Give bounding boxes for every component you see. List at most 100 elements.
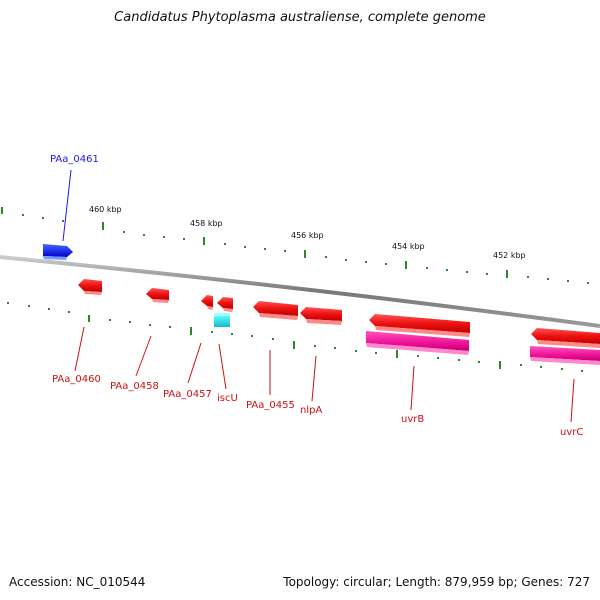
gene-nlpA[interactable]: [300, 307, 342, 325]
tick-major: [304, 250, 306, 258]
tick: [123, 231, 125, 233]
tick: [466, 271, 468, 273]
tick: [486, 273, 488, 275]
gene-leader-PAa_0461: [62, 169, 72, 242]
gene-PAa_0458[interactable]: [146, 288, 169, 303]
tick: [437, 357, 439, 359]
tick: [325, 256, 327, 258]
tick-major: [190, 327, 192, 335]
accession-text: Accession: NC_010544: [9, 575, 146, 589]
tick: [284, 250, 286, 252]
tick-major: [506, 270, 508, 278]
tick-major: [88, 315, 90, 322]
tick: [231, 333, 233, 335]
ruler-label-454: 454 kbp: [392, 242, 425, 251]
gene-uvrB[interactable]: [369, 314, 470, 337]
tick: [272, 338, 274, 340]
inner-tick-ruler: [7, 302, 583, 372]
tick: [149, 324, 151, 326]
domain-uvrB[interactable]: [366, 331, 469, 355]
gene-label-PAa_0461[interactable]: PAa_0461: [50, 154, 99, 165]
gene-PAa_0461[interactable]: [43, 244, 73, 260]
tick-major: [203, 237, 205, 245]
gene-leader-iscU: [218, 343, 227, 390]
tick-major: [405, 261, 407, 269]
gene-label-iscU[interactable]: iscU: [217, 393, 238, 404]
tick: [417, 355, 419, 357]
gene-leader-PAa_0458: [135, 335, 152, 377]
tick: [169, 326, 171, 328]
tick: [68, 311, 70, 313]
gene-label-nlpA[interactable]: nlpA: [300, 405, 322, 416]
tick: [334, 347, 336, 349]
gene-label-uvrC[interactable]: uvrC: [560, 427, 583, 438]
genome-stats-text: Topology: circular; Length: 879,959 bp; …: [283, 575, 590, 589]
tick: [183, 238, 185, 240]
feature-iscU-cyan[interactable]: [214, 313, 230, 327]
ruler-label-456: 456 kbp: [291, 231, 324, 240]
tick: [129, 321, 131, 323]
tick: [446, 269, 448, 271]
gene-PAa_0457[interactable]: [201, 295, 213, 310]
tick-major: [293, 341, 295, 349]
tick: [520, 364, 522, 366]
tick-major: [1, 207, 3, 214]
tick: [244, 246, 246, 248]
gene-label-PAa_0455[interactable]: PAa_0455: [246, 400, 295, 411]
tick: [385, 263, 387, 265]
tick: [587, 282, 589, 284]
tick: [42, 217, 44, 219]
gene-iscU[interactable]: [217, 297, 233, 312]
gene-leader-uvrC: [570, 378, 575, 423]
gene-PAa_0460[interactable]: [78, 279, 102, 295]
ruler-label-452: 452 kbp: [493, 251, 526, 260]
gene-leader-lines: [74, 326, 575, 423]
tick: [458, 359, 460, 361]
tick-major: [102, 222, 104, 230]
tick: [251, 335, 253, 337]
gene-leader-PAa_0457: [187, 342, 202, 384]
tick: [345, 259, 347, 261]
tick: [62, 220, 64, 222]
tick: [561, 368, 563, 370]
gene-label-uvrB[interactable]: uvrB: [401, 414, 424, 425]
tick-major: [396, 350, 398, 358]
tick: [109, 319, 111, 321]
tick: [365, 261, 367, 263]
tick: [547, 278, 549, 280]
outer-tick-ruler: [1, 207, 589, 284]
tick: [48, 308, 50, 310]
ruler-label-458: 458 kbp: [190, 219, 223, 228]
tick: [426, 267, 428, 269]
tick-major: [499, 361, 501, 369]
ruler-label-460: 460 kbp: [89, 205, 122, 214]
tick: [7, 302, 9, 304]
tick: [163, 236, 165, 238]
gene-leader-PAa_0460: [74, 326, 85, 372]
tick: [264, 248, 266, 250]
gene-label-PAa_0460[interactable]: PAa_0460: [52, 374, 101, 385]
tick: [540, 366, 542, 368]
tick: [478, 361, 480, 363]
gene-label-PAa_0457[interactable]: PAa_0457: [163, 389, 212, 400]
gene-PAa_0455[interactable]: [253, 301, 298, 320]
gene-leader-nlpA: [311, 355, 317, 402]
tick: [28, 305, 30, 307]
genome-title: Candidatus Phytoplasma australiense, com…: [114, 10, 486, 25]
tick: [22, 214, 24, 216]
tick: [527, 276, 529, 278]
tick: [375, 352, 377, 354]
tick: [581, 370, 583, 372]
tick: [355, 350, 357, 352]
gene-uvrC[interactable]: [531, 328, 600, 348]
tick: [567, 280, 569, 282]
domain-uvrC[interactable]: [530, 346, 600, 365]
tick: [211, 331, 213, 333]
tick: [143, 234, 145, 236]
tick: [224, 243, 226, 245]
gene-label-PAa_0458[interactable]: PAa_0458: [110, 381, 159, 392]
tick: [314, 345, 316, 347]
gene-leader-uvrB: [410, 365, 415, 411]
